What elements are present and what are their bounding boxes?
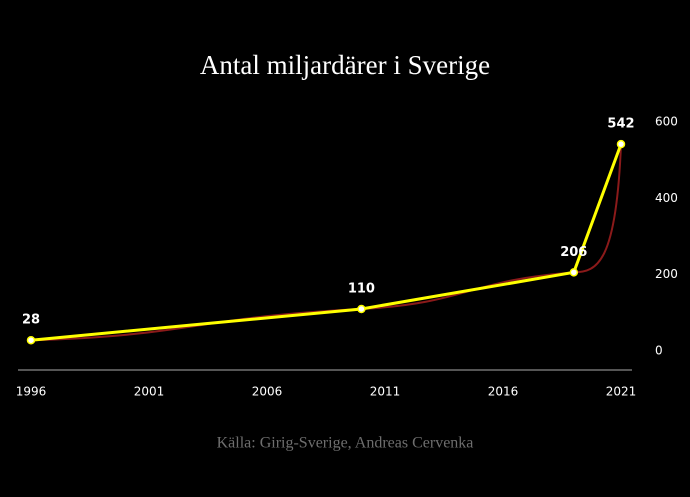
x-tick-label: 2011 <box>370 385 401 399</box>
chart-title: Antal miljardärer i Sverige <box>200 50 490 80</box>
value-label: 206 <box>560 245 587 260</box>
x-tick-label: 2006 <box>252 385 283 399</box>
x-tick-label: 2016 <box>488 385 519 399</box>
value-label: 542 <box>607 117 634 132</box>
y-tick-label: 600 <box>655 115 678 129</box>
y-tick-label: 400 <box>655 191 678 205</box>
point <box>357 304 366 314</box>
x-tick-label: 2001 <box>134 385 165 399</box>
line <box>30 143 623 342</box>
y-tick-label: 0 <box>655 343 663 357</box>
point <box>616 139 626 149</box>
value-label: 28 <box>22 313 40 328</box>
source-note: Källa: Girig-Sverige, Andreas Cervenka <box>217 435 474 452</box>
point <box>569 268 579 277</box>
y-tick-label: 200 <box>655 267 678 281</box>
x-tick-label: 1996 <box>16 385 47 399</box>
x-tick-label: 2021 <box>606 385 637 399</box>
point <box>26 335 36 345</box>
trend-line <box>30 144 622 342</box>
value-label: 110 <box>348 281 375 296</box>
